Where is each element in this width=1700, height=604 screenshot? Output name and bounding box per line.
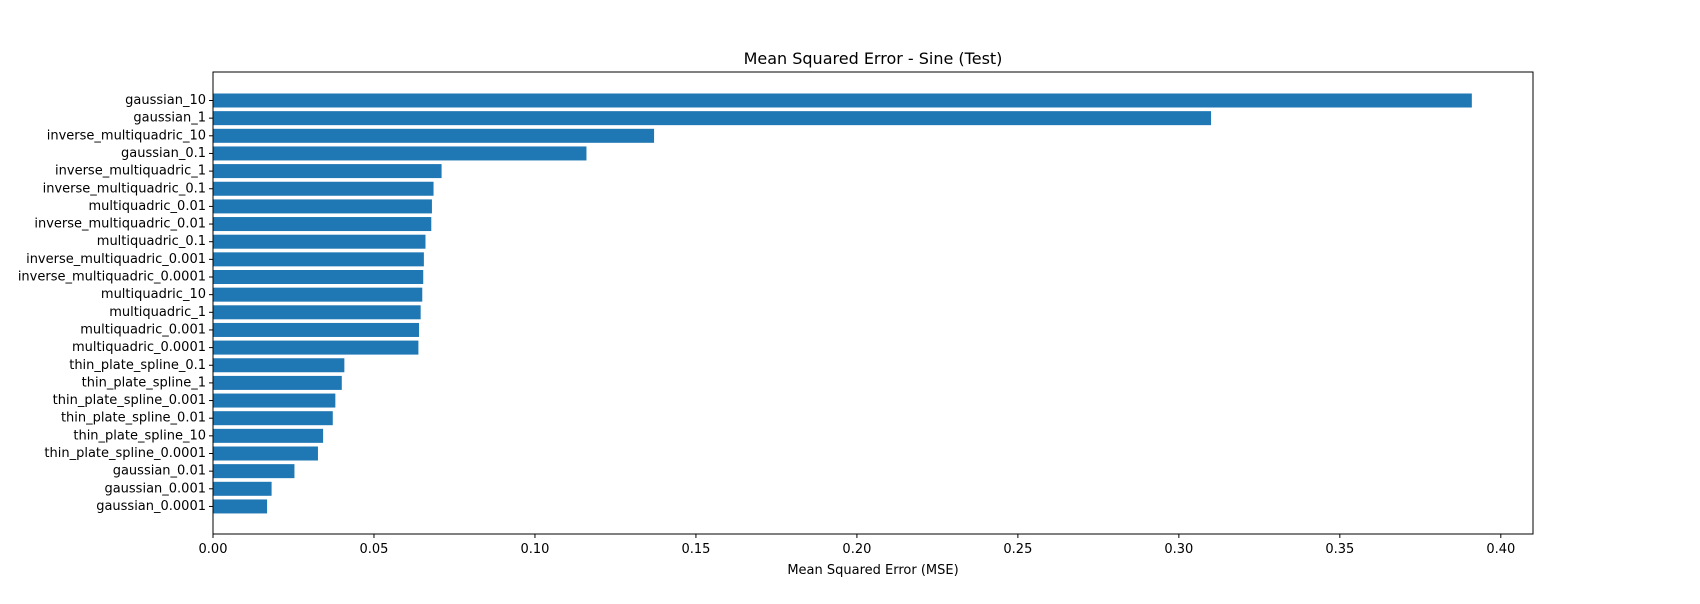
x-tick-label: 0.05 [359,542,388,557]
plot-frame [212,71,1534,535]
y-tick-label: inverse_multiquadric_10 [47,128,206,143]
bar-inverse_multiquadric_0.01 [213,217,432,232]
bar-gaussian_0.01 [213,464,295,479]
chart-title: Mean Squared Error - Sine (Test) [744,49,1003,68]
bar-multiquadric_10 [213,287,423,302]
bar-gaussian_10 [213,93,1472,108]
bar-inverse_multiquadric_0.1 [213,181,434,196]
bar-gaussian_1 [213,111,1212,126]
x-tick-label: 0.40 [1486,542,1515,557]
x-tick-label: 0.10 [520,542,549,557]
y-tick-label: thin_plate_spline_10 [73,428,206,443]
bar-thin_plate_spline_0.1 [213,358,345,373]
x-tick-label: 0.35 [1325,542,1354,557]
bar-multiquadric_0.01 [213,199,432,214]
y-tick-label: gaussian_0.1 [121,146,206,161]
bar-multiquadric_1 [213,305,421,320]
bar-inverse_multiquadric_1 [213,164,442,179]
y-tick-label: thin_plate_spline_1 [82,375,206,390]
x-tick-label: 0.15 [681,542,710,557]
y-tick-label: gaussian_0.001 [104,481,206,496]
y-tick-label: inverse_multiquadric_0.1 [43,181,206,196]
bar-multiquadric_0.001 [213,322,420,337]
y-tick-label: gaussian_1 [133,111,206,126]
x-axis: 0.00 0.05 0.10 0.15 0.20 0.25 0.30 0.35 0.40 [199,534,1515,557]
bar-inverse_multiquadric_10 [213,128,655,143]
x-tick-label: 0.30 [1164,542,1193,557]
x-tick-label: 0.00 [199,542,228,557]
y-tick-label: multiquadric_10 [101,287,206,302]
y-tick-label: multiquadric_0.1 [97,234,206,249]
y-tick-label: gaussian_0.0001 [96,499,206,514]
bar-thin_plate_spline_0.0001 [213,446,318,461]
x-tick-label: 0.20 [842,542,871,557]
y-tick-label: multiquadric_1 [109,305,206,320]
y-tick-label: thin_plate_spline_0.001 [53,393,206,408]
bar-thin_plate_spline_0.001 [213,393,336,408]
bar-multiquadric_0.1 [213,234,426,249]
x-tick-label: 0.25 [1003,542,1032,557]
y-tick-label: multiquadric_0.001 [80,322,206,337]
y-tick-label: gaussian_10 [125,93,206,108]
y-tick-label: inverse_multiquadric_0.0001 [18,270,206,285]
bar-thin_plate_spline_1 [213,375,342,390]
bar-gaussian_0.1 [213,146,587,161]
y-tick-label: thin_plate_spline_0.01 [61,411,206,426]
bar-thin_plate_spline_10 [213,428,324,443]
y-axis: gaussian_10 gaussian_1 inverse_multiquadri… [18,93,213,514]
y-tick-label: thin_plate_spline_0.0001 [44,446,206,461]
bar-group [213,93,1472,514]
bar-multiquadric_0.0001 [213,340,419,355]
y-tick-label: multiquadric_0.0001 [72,340,206,355]
x-axis-label: Mean Squared Error (MSE) [787,563,958,578]
y-tick-label: inverse_multiquadric_0.01 [34,217,206,232]
y-tick-label: thin_plate_spline_0.1 [69,358,206,373]
bar-gaussian_0.0001 [213,499,268,514]
y-tick-label: inverse_multiquadric_1 [55,164,206,179]
bar-thin_plate_spline_0.01 [213,411,333,426]
y-tick-label: gaussian_0.01 [113,464,206,479]
bar-inverse_multiquadric_0.0001 [213,270,424,284]
bar-gaussian_0.001 [213,481,272,496]
y-tick-label: multiquadric_0.01 [89,199,206,214]
bar-inverse_multiquadric_0.001 [213,252,424,267]
y-tick-label: inverse_multiquadric_0.001 [26,252,206,267]
